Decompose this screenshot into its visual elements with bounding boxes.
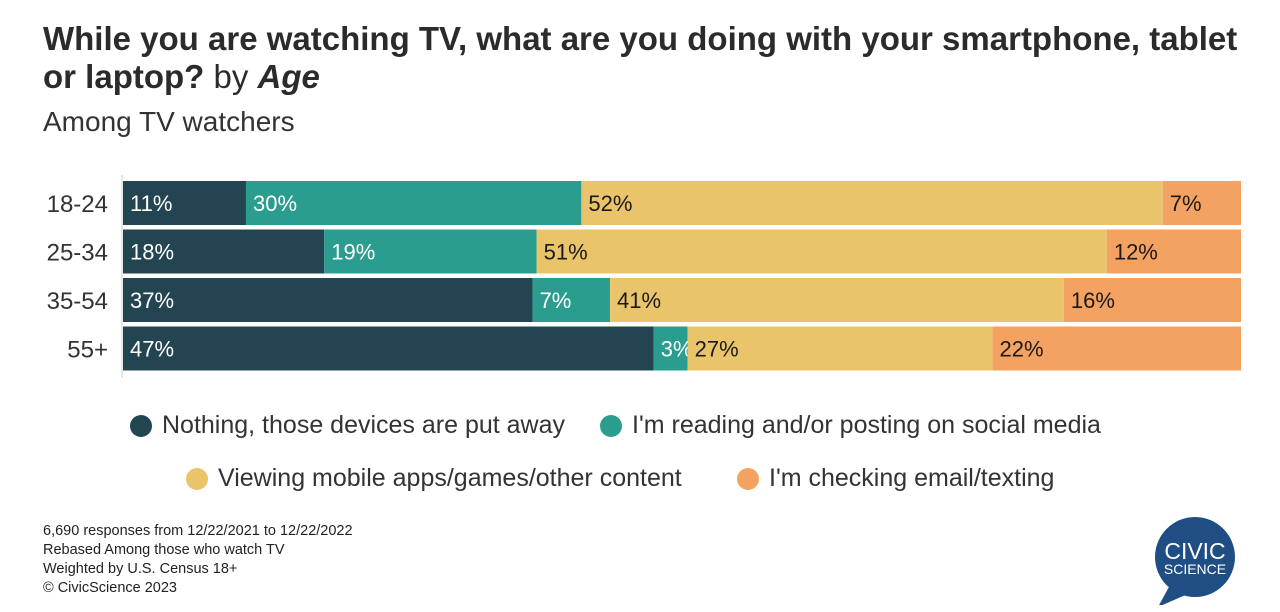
bar-segment bbox=[532, 278, 611, 322]
data-label: 7% bbox=[1170, 191, 1202, 216]
bar-segment bbox=[536, 229, 1107, 274]
bar-segment bbox=[123, 229, 325, 274]
data-label: 52% bbox=[588, 191, 632, 216]
data-label: 37% bbox=[130, 288, 174, 313]
data-label: 16% bbox=[1071, 288, 1115, 313]
data-label: 19% bbox=[331, 240, 375, 265]
bar-segment bbox=[1063, 278, 1241, 322]
data-label: 11% bbox=[130, 191, 172, 216]
chart-title: While you are watching TV, what are you … bbox=[43, 20, 1243, 96]
data-label: 22% bbox=[1000, 337, 1044, 362]
category-label: 35-54 bbox=[47, 288, 108, 315]
legend-swatch bbox=[600, 414, 622, 437]
legend-item: I'm checking email/texting bbox=[737, 464, 1054, 493]
svg-text:CIVIC: CIVIC bbox=[1164, 538, 1225, 564]
legend-label: I'm checking email/texting bbox=[769, 464, 1055, 492]
legend-swatch bbox=[186, 467, 208, 490]
bar-segment bbox=[1106, 229, 1241, 274]
legend-label: Nothing, those devices are put away bbox=[162, 411, 566, 439]
data-label: 30% bbox=[253, 191, 297, 216]
bar-segment bbox=[123, 278, 533, 322]
title-text: While you are watching TV, what are you … bbox=[43, 20, 1238, 95]
legend-label: Viewing mobile apps/games/other content bbox=[218, 464, 682, 492]
svg-text:SCIENCE: SCIENCE bbox=[1164, 561, 1226, 577]
chart-subtitle: Among TV watchers bbox=[43, 106, 295, 137]
bar-segment bbox=[653, 326, 688, 371]
title-by: by bbox=[213, 58, 249, 95]
bar-segment bbox=[610, 278, 1064, 322]
bar-segment bbox=[245, 181, 582, 225]
note: 6,690 responses from 12/22/2021 to 12/22… bbox=[43, 523, 353, 539]
bar-segment bbox=[123, 181, 246, 225]
legend-item: I'm reading and/or posting on social med… bbox=[600, 411, 1101, 440]
bar-segment bbox=[324, 229, 537, 274]
bar-segment bbox=[581, 181, 1163, 225]
data-label: 41% bbox=[617, 288, 661, 313]
category-label: 18-24 bbox=[47, 191, 108, 218]
data-label: 51% bbox=[544, 240, 588, 265]
category-label: 55+ bbox=[67, 337, 108, 364]
bar-segment bbox=[992, 326, 1241, 371]
bar-segment bbox=[123, 326, 654, 371]
data-label: 12% bbox=[1114, 240, 1158, 265]
footnotes: 6,690 responses from 12/22/2021 to 12/22… bbox=[43, 522, 353, 598]
note: © CivicScience 2023 bbox=[43, 580, 177, 596]
data-label: 27% bbox=[695, 337, 739, 362]
legend-item: Nothing, those devices are put away bbox=[130, 411, 565, 440]
title-dimension: Age bbox=[257, 58, 320, 95]
civicscience-logo: CIVIC SCIENCE bbox=[1155, 517, 1235, 605]
category-label: 25-34 bbox=[47, 240, 108, 267]
legend-swatch bbox=[130, 414, 152, 437]
note: Weighted by U.S. Census 18+ bbox=[43, 561, 238, 577]
legend-label: I'm reading and/or posting on social med… bbox=[632, 411, 1101, 439]
bar-segment bbox=[1162, 181, 1241, 225]
data-label: 47% bbox=[130, 337, 174, 362]
data-label: 3% bbox=[661, 337, 693, 362]
data-label: 18% bbox=[130, 240, 174, 265]
data-label: 7% bbox=[540, 288, 572, 313]
note: Rebased Among those who watch TV bbox=[43, 542, 285, 558]
legend-swatch bbox=[737, 467, 759, 490]
bar-segment bbox=[687, 326, 993, 371]
legend-item: Viewing mobile apps/games/other content bbox=[186, 464, 682, 493]
